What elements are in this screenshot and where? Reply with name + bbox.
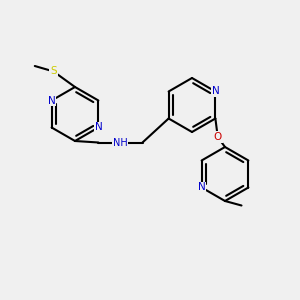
- Text: N: N: [94, 122, 102, 133]
- Text: NH: NH: [112, 137, 128, 148]
- Text: S: S: [50, 66, 57, 76]
- Text: O: O: [214, 132, 222, 142]
- Text: N: N: [48, 95, 56, 106]
- Text: N: N: [212, 86, 219, 97]
- Text: N: N: [198, 182, 206, 193]
